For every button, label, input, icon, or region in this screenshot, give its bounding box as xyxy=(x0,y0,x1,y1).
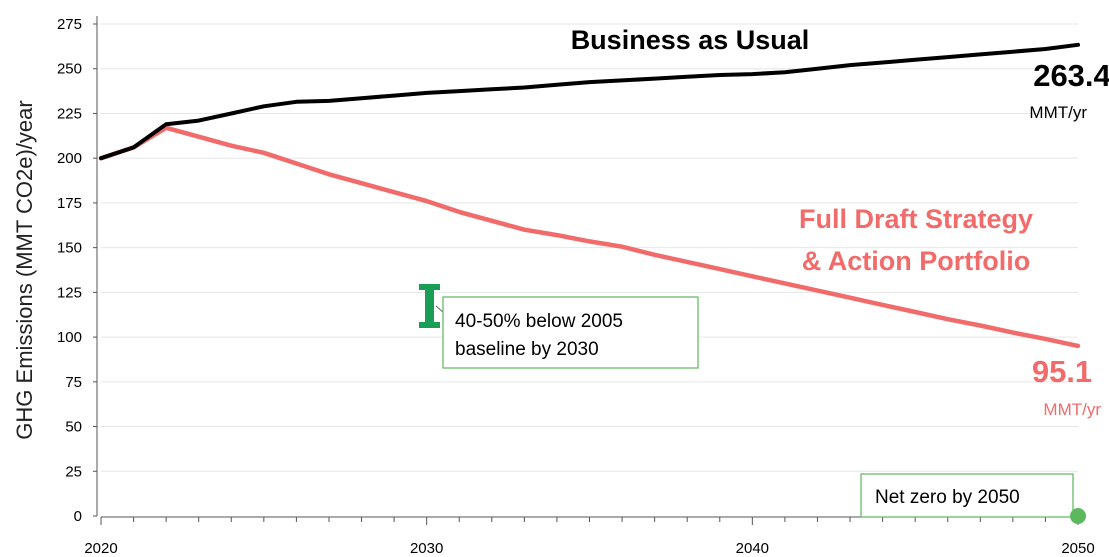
series-layer xyxy=(98,42,1081,349)
target-2030-annotation-box xyxy=(442,296,699,369)
x-tick-label: 2030 xyxy=(410,540,443,557)
y-tick-label: 250 xyxy=(57,61,82,78)
y-tick-label: 200 xyxy=(57,150,82,167)
series-line-business-as-usual xyxy=(99,42,1080,161)
y-tick-label: 175 xyxy=(57,195,82,212)
y-tick-label: 25 xyxy=(65,463,82,480)
end-value-bau: 263.4 xyxy=(1033,58,1109,93)
series-title-strategy-line2: & Action Portfolio xyxy=(802,246,1030,276)
y-axis: 0 25 50 75 100 125 150 175 200 225 250 275 xyxy=(57,16,98,525)
series-title-strategy-line1: Full Draft Strategy xyxy=(799,204,1033,234)
series-line-full-draft-strategy xyxy=(98,125,1081,349)
y-tick-label: 100 xyxy=(57,329,82,346)
net-zero-annotation-text: Net zero by 2050 xyxy=(875,487,1020,508)
y-tick-label: 75 xyxy=(65,374,82,391)
end-unit-bau: MMT/yr xyxy=(1029,103,1087,122)
net-zero-point xyxy=(1070,508,1086,524)
y-tick-label: 150 xyxy=(57,240,82,257)
end-unit-strategy: MMT/yr xyxy=(1043,400,1101,419)
y-tick-label: 50 xyxy=(65,419,82,436)
series-title-bau: Business as Usual xyxy=(571,25,810,55)
x-tick-label: 2020 xyxy=(84,540,117,557)
y-tick-label: 0 xyxy=(74,508,82,525)
x-tick-label: 2040 xyxy=(736,540,769,557)
target-2030-marker xyxy=(419,284,440,328)
target-2030-annotation-line1: 40-50% below 2005 xyxy=(455,311,623,332)
grid-lines xyxy=(101,23,1078,472)
y-tick-label: 125 xyxy=(57,284,82,301)
y-tick-label: 275 xyxy=(57,16,82,33)
y-axis-label: GHG Emissions (MMT CO2e)/year xyxy=(12,100,37,439)
x-axis: 2020 2030 2040 2050 xyxy=(84,516,1095,557)
end-value-strategy: 95.1 xyxy=(1032,354,1092,389)
x-tick-label: 2050 xyxy=(1061,540,1094,557)
target-2030-annotation-line2: baseline by 2030 xyxy=(455,339,599,360)
y-tick-label: 225 xyxy=(57,105,82,122)
net-zero-annotation-box xyxy=(860,473,1074,518)
